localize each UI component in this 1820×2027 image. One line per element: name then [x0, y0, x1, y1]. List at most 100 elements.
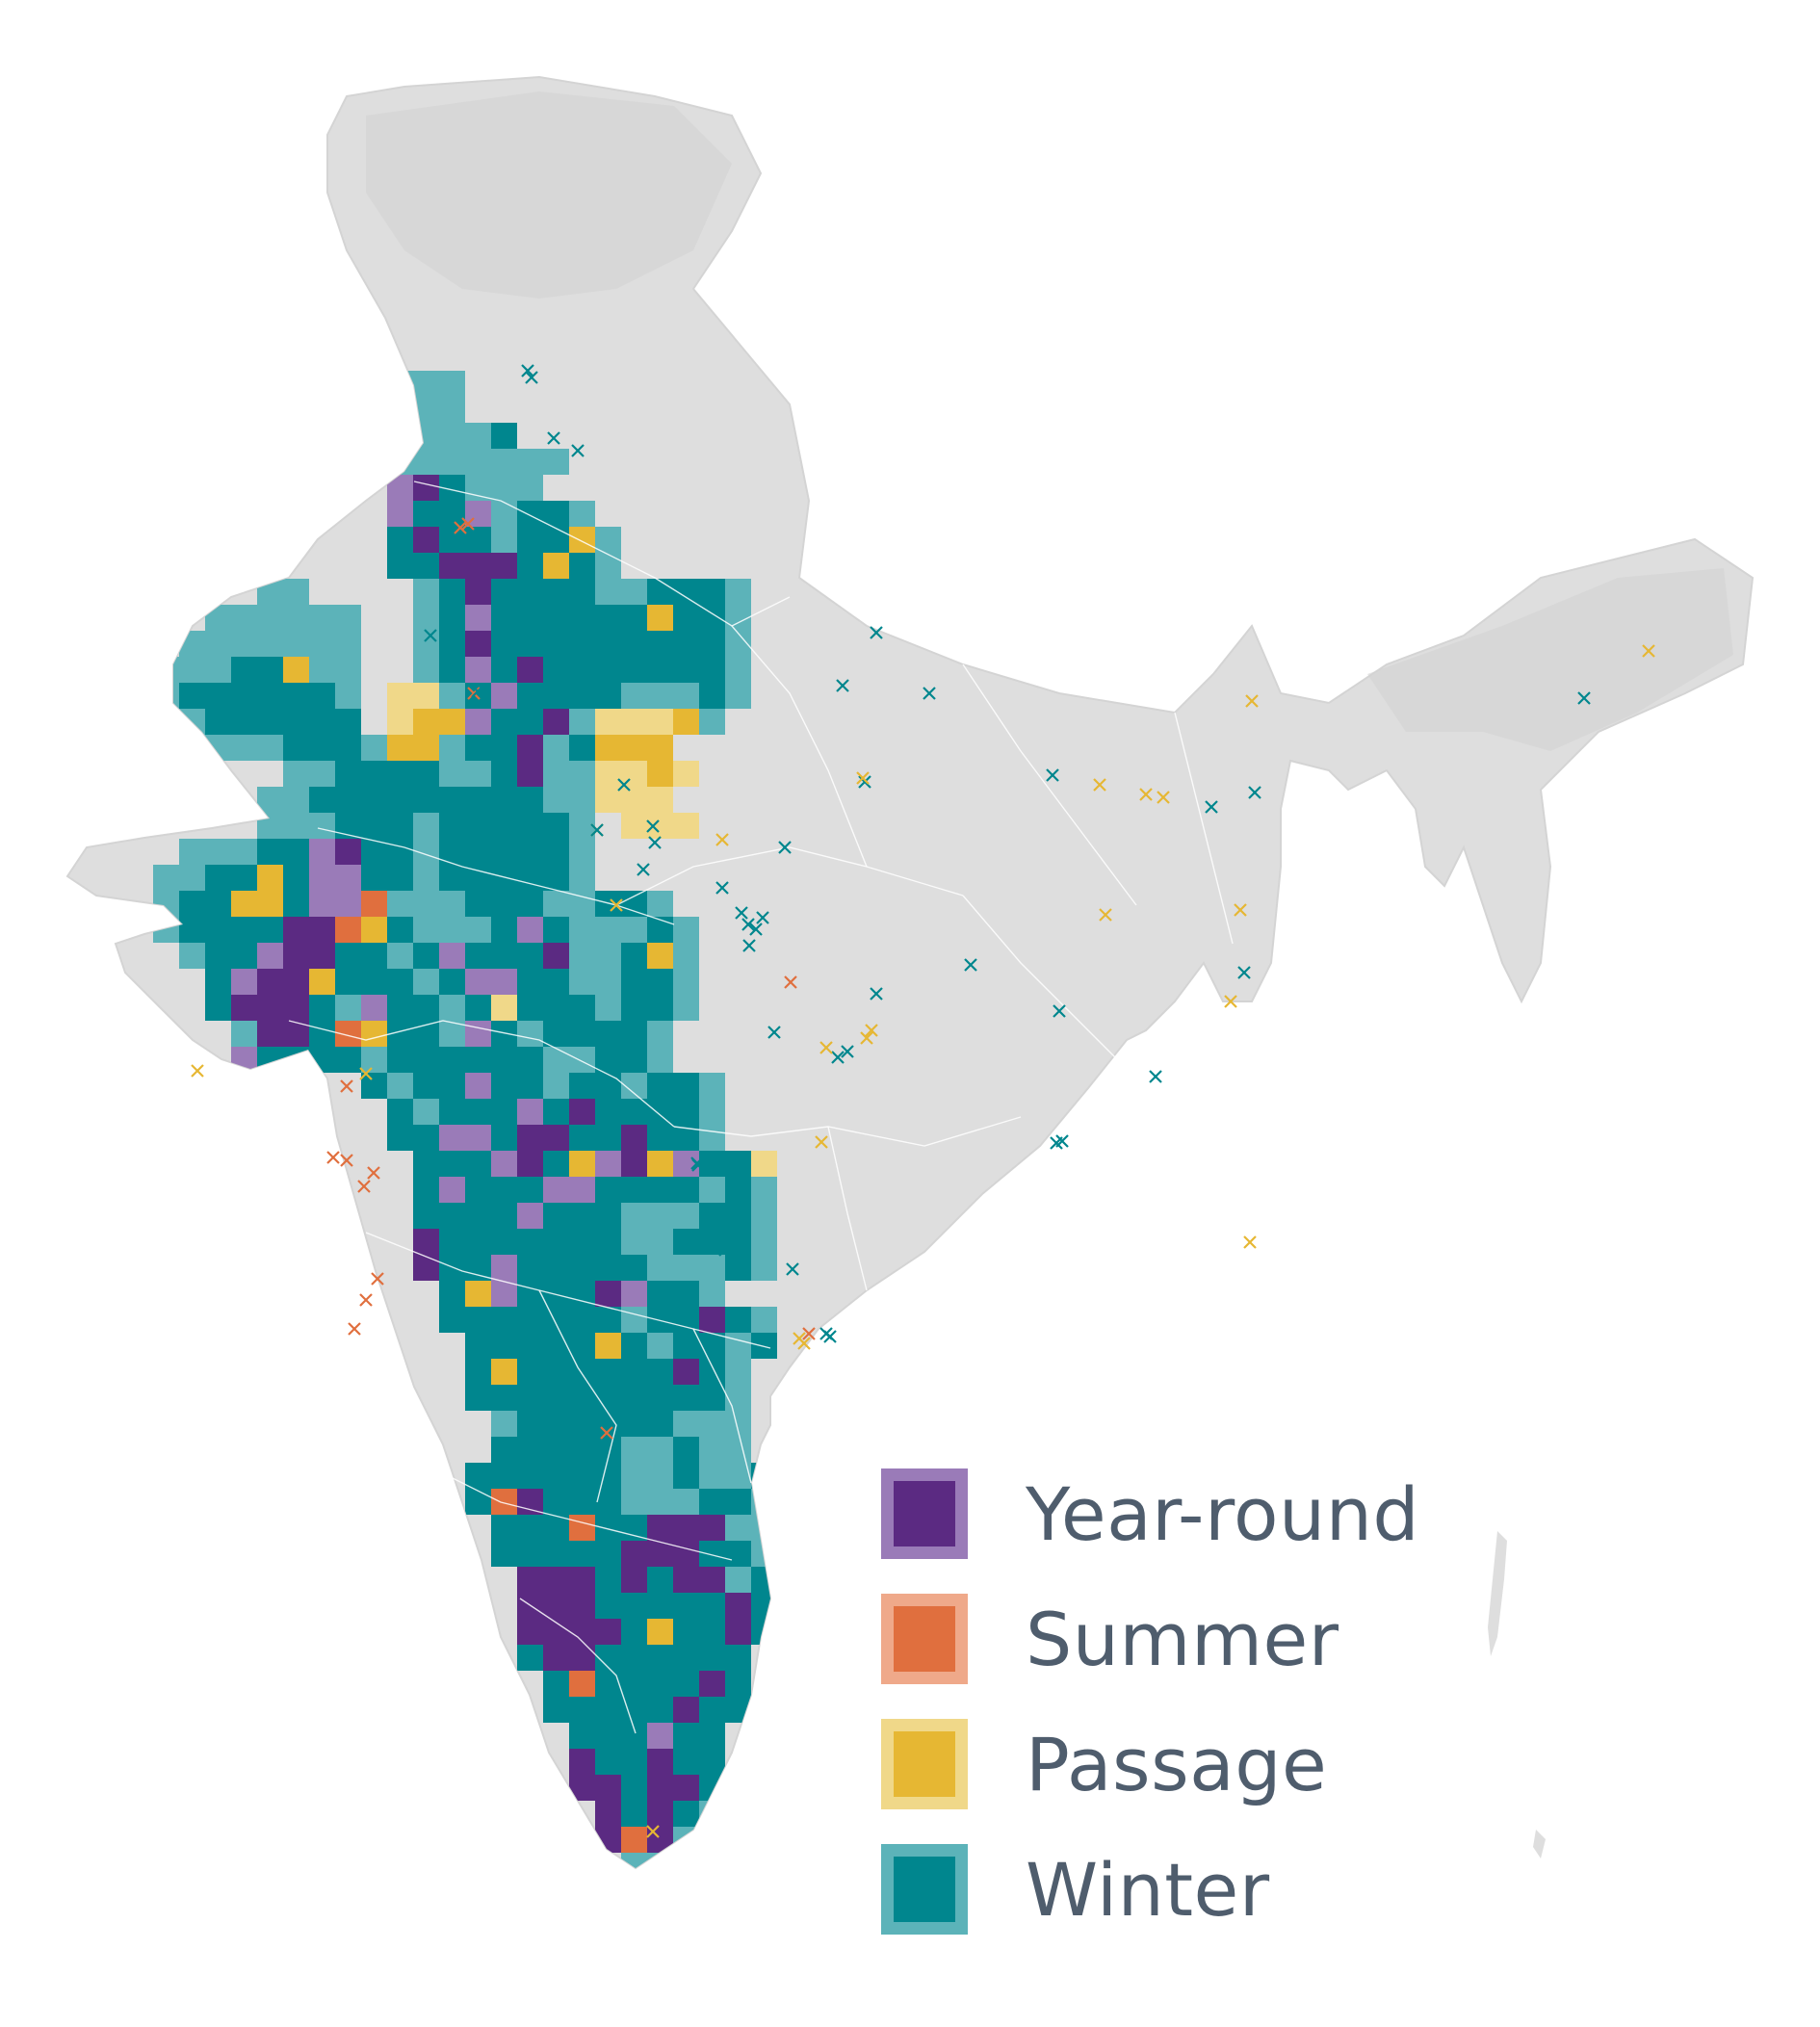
grid-cell-winter-edge — [725, 1385, 751, 1411]
observation-cross-winter — [637, 863, 650, 876]
grid-cell-passage — [309, 969, 335, 995]
grid-cell-winter — [491, 1073, 517, 1099]
grid-cell-winter — [465, 1203, 491, 1229]
grid-cell-winter — [491, 1229, 517, 1255]
grid-cell-year-round — [439, 553, 465, 579]
grid-cell-year-round — [569, 1567, 595, 1593]
grid-cell-winter-edge — [517, 475, 543, 501]
grid-cell-winter-edge — [413, 631, 439, 657]
grid-cell-winter-edge — [517, 449, 543, 475]
grid-cell-year-round — [465, 579, 491, 605]
grid-cell-winter — [621, 1385, 647, 1411]
grid-cell-winter — [725, 1307, 751, 1333]
cross-stroke — [715, 833, 729, 846]
grid-cell-winter — [647, 631, 673, 657]
observation-cross-summer — [467, 687, 481, 700]
grid-cell-year-round — [491, 553, 517, 579]
grid-cell-winter — [699, 1229, 725, 1255]
grid-cell-winter — [465, 1047, 491, 1073]
grid-cell-winter — [543, 917, 569, 943]
grid-cell-winter — [543, 1333, 569, 1359]
grid-cell-winter — [179, 917, 205, 943]
cross-stroke — [1248, 786, 1261, 799]
cross-stroke — [1205, 800, 1218, 814]
grid-cell-winter — [621, 969, 647, 995]
grid-cell-winter — [725, 1645, 751, 1671]
grid-cell-passage-edge — [595, 761, 621, 787]
grid-cell-winter — [569, 1281, 595, 1307]
cross-stroke — [1237, 966, 1251, 979]
grid-cell-winter — [439, 501, 465, 527]
himalaya-relief-shape — [366, 91, 732, 299]
grid-cell-winter-edge — [413, 1099, 439, 1125]
grid-cell-winter-edge — [595, 527, 621, 553]
grid-cell-winter-edge — [595, 579, 621, 605]
grid-cell-winter — [543, 1411, 569, 1437]
grid-cell-winter — [751, 1333, 777, 1359]
grid-cell-winter — [751, 1593, 777, 1619]
grid-cell-winter — [725, 1697, 751, 1723]
grid-cell-winter — [543, 1229, 569, 1255]
grid-cell-year-round-edge — [257, 943, 283, 969]
state-boundary-line — [413, 481, 791, 627]
grid-cell-winter-edge — [699, 1177, 725, 1203]
observation-cross-winter — [718, 1243, 732, 1257]
grid-cell-year-round — [517, 1489, 543, 1515]
cross-stroke — [870, 626, 883, 639]
grid-cell-winter — [595, 1177, 621, 1203]
grid-cell-winter — [621, 1749, 647, 1775]
grid-cell-winter-edge — [387, 891, 413, 917]
grid-cell-year-round — [647, 1515, 673, 1541]
cross-stroke — [424, 629, 437, 642]
grid-cell-winter — [621, 1775, 647, 1801]
grid-cell-winter — [647, 1593, 673, 1619]
grid-cell-passage-edge — [595, 709, 621, 735]
cross-stroke — [1577, 691, 1591, 705]
grid-cell-winter — [413, 995, 439, 1021]
grid-cell-winter — [543, 1307, 569, 1333]
observation-cross-summer — [359, 1293, 373, 1307]
grid-cell-winter — [517, 865, 543, 891]
grid-cell-winter-edge — [283, 787, 309, 813]
grid-cell-winter-edge — [439, 423, 465, 449]
grid-cell-winter — [543, 1489, 569, 1515]
observation-cross-summer — [357, 1180, 371, 1193]
grid-cell-winter — [335, 969, 361, 995]
grid-cell-winter-edge — [725, 1333, 751, 1359]
grid-cell-winter — [595, 1099, 621, 1125]
grid-cell-year-round — [257, 1021, 283, 1047]
grid-cell-winter-edge — [387, 1073, 413, 1099]
grid-cell-winter-edge — [413, 891, 439, 917]
grid-cell-passage — [413, 709, 439, 735]
grid-cell-winter — [517, 1047, 543, 1073]
grid-cell-winter — [647, 1125, 673, 1151]
grid-cell-winter — [413, 761, 439, 787]
observation-cross-summer — [454, 521, 467, 534]
grid-cell-year-round-edge — [335, 891, 361, 917]
grid-cell-passage-edge — [647, 787, 673, 813]
grid-cell-winter — [517, 1333, 543, 1359]
grid-cell-winter — [439, 1281, 465, 1307]
grid-cell-winter — [413, 943, 439, 969]
observation-cross-winter — [1046, 768, 1059, 782]
grid-cell-winter — [569, 1203, 595, 1229]
grid-cell-year-round-edge — [335, 865, 361, 891]
grid-cell-passage — [569, 527, 595, 553]
grid-cell-winter — [517, 969, 543, 995]
grid-cell-winter — [543, 605, 569, 631]
grid-cell-winter-edge — [673, 1827, 699, 1853]
grid-cell-winter — [595, 1671, 621, 1697]
grid-cell-winter — [439, 579, 465, 605]
cross-stroke — [725, 1247, 739, 1260]
grid-cell-winter-edge — [361, 397, 387, 423]
observation-cross-winter — [590, 823, 604, 837]
grid-cell-winter-edge — [439, 1021, 465, 1047]
grid-cell-winter — [413, 553, 439, 579]
grid-cell-year-round-edge — [491, 1151, 517, 1177]
cross-stroke — [371, 1272, 384, 1286]
grid-cell-winter — [257, 709, 283, 735]
grid-cell-winter — [699, 1593, 725, 1619]
observation-cross-winter — [471, 685, 484, 698]
state-boundary-line — [423, 1463, 733, 1561]
grid-cell-winter — [517, 631, 543, 657]
